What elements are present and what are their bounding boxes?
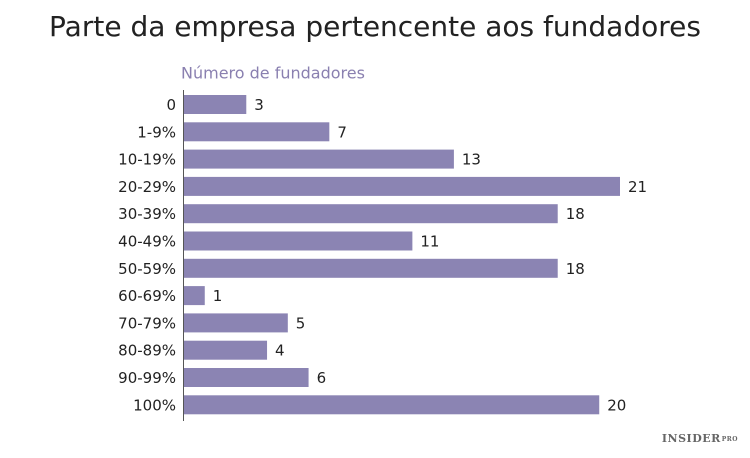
axis-label: Número de fundadores — [181, 64, 365, 83]
value-label: 3 — [254, 96, 264, 114]
bar — [184, 313, 288, 333]
bar — [184, 395, 600, 415]
bar — [184, 340, 268, 360]
value-label: 18 — [566, 260, 585, 278]
value-label: 5 — [296, 314, 306, 332]
y-tick-label: 0 — [166, 96, 176, 114]
y-tick-label: 40-49% — [118, 233, 176, 251]
y-tick-label: 70-79% — [118, 314, 176, 332]
bar — [184, 176, 620, 196]
bar — [184, 286, 205, 306]
y-tick-label: 100% — [133, 396, 176, 414]
bar — [184, 258, 558, 278]
value-label: 20 — [607, 396, 626, 414]
y-tick-label: 50-59% — [118, 260, 176, 278]
y-tick-label: 20-29% — [118, 178, 176, 196]
brand: INSIDERPRO — [662, 432, 738, 445]
y-tick-label: 30-39% — [118, 205, 176, 223]
value-label: 7 — [337, 123, 347, 141]
brand-tag: PRO — [722, 436, 738, 443]
y-tick-label: 80-89% — [118, 342, 176, 360]
value-label: 13 — [462, 151, 481, 169]
y-tick-label: 60-69% — [118, 287, 176, 305]
chart-title: Parte da empresa pertencente aos fundado… — [49, 10, 701, 43]
brand-name: INSIDER — [662, 432, 721, 445]
bar — [184, 231, 413, 251]
bar — [184, 368, 309, 387]
value-label: 21 — [628, 178, 647, 196]
bar — [184, 122, 330, 142]
value-label: 4 — [275, 342, 285, 360]
value-label: 6 — [317, 369, 327, 387]
y-tick-label: 10-19% — [118, 151, 176, 169]
y-tick-label: 90-99% — [118, 369, 176, 387]
value-label: 18 — [566, 205, 585, 223]
bar — [184, 95, 247, 114]
value-label: 11 — [420, 233, 439, 251]
bar — [184, 204, 558, 224]
bar — [184, 149, 454, 169]
value-label: 1 — [213, 287, 223, 305]
y-tick-label: 1-9% — [137, 123, 176, 141]
